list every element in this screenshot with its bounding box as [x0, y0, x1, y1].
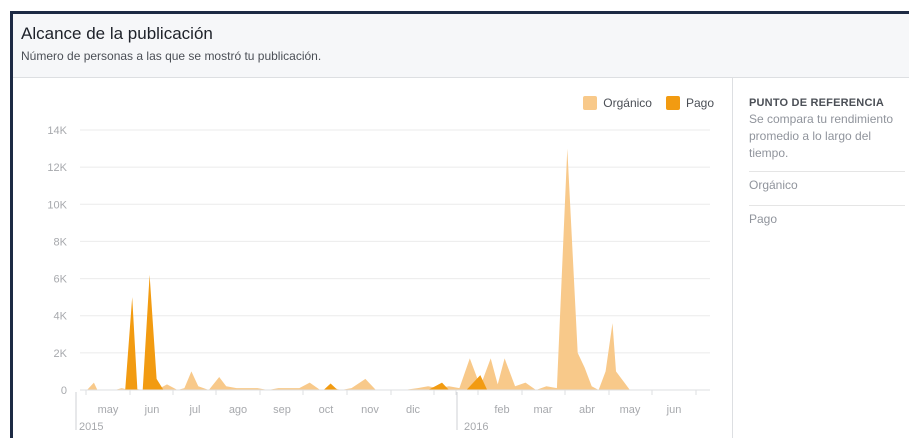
x-month-label: may — [98, 404, 119, 416]
benchmark-sidebar: PUNTO DE REFERENCIA Se compara tu rendim… — [749, 97, 905, 230]
x-year-label: 2015 — [79, 421, 103, 433]
x-month-label: ago — [229, 404, 247, 416]
x-month-label: abr — [579, 404, 595, 416]
x-month-label: sep — [273, 404, 291, 416]
post-reach-panel — [10, 11, 909, 438]
legend-item-organic[interactable]: Orgánico — [583, 96, 652, 110]
y-tick-label: 14K — [47, 125, 67, 137]
x-month-label: nov — [361, 404, 379, 416]
y-tick-label: 12K — [47, 162, 67, 174]
x-month-label: may — [620, 404, 641, 416]
chart-svg: 0 2K 4K 6K 8K 10K 12K 14K may jun jul ago sep oct nov d… — [47, 125, 710, 433]
x-month-label: feb — [494, 404, 509, 416]
benchmark-item-paid[interactable]: Pago — [749, 205, 905, 230]
x-year-label: 2016 — [464, 421, 488, 433]
organic-swatch-icon — [583, 96, 598, 110]
y-tick-label: 10K — [47, 199, 67, 211]
benchmark-title: PUNTO DE REFERENCIA — [749, 97, 884, 109]
x-month-label: mar — [534, 404, 553, 416]
benchmark-description: Se compara tu rendimiento promedio a lo … — [749, 112, 894, 160]
y-tick-label: 0 — [61, 385, 67, 397]
vertical-divider — [732, 78, 733, 438]
legend-label-paid: Pago — [685, 96, 714, 110]
x-month-label: dic — [406, 404, 421, 416]
legend-item-paid[interactable]: Pago — [665, 96, 714, 110]
benchmark-item-organic[interactable]: Orgánico — [749, 171, 905, 196]
x-month-label: jun — [666, 404, 682, 416]
page-title: Alcance de la publicación — [21, 24, 213, 43]
y-tick-label: 6K — [54, 274, 68, 286]
reach-chart: Orgánico Pago 0 2K 4K 6K 8K 10K 12K 14K may jun ju… — [13, 78, 732, 438]
x-month-label: jun — [144, 404, 160, 416]
panel-header: Alcance de la publicación Número de pers… — [13, 14, 909, 78]
series-area-organic — [80, 148, 710, 390]
y-tick-label: 4K — [54, 311, 68, 323]
legend-label-organic: Orgánico — [603, 96, 652, 110]
window-left-border — [10, 11, 13, 438]
window-top-border — [10, 11, 909, 14]
y-tick-label: 2K — [54, 348, 68, 360]
x-month-label: oct — [319, 404, 334, 416]
x-month-label: jul — [188, 404, 200, 416]
paid-swatch-icon — [665, 96, 680, 110]
chart-legend: Orgánico Pago — [569, 96, 714, 110]
page-subtitle: Número de personas a las que se mostró t… — [21, 49, 322, 63]
y-tick-label: 8K — [54, 236, 68, 248]
